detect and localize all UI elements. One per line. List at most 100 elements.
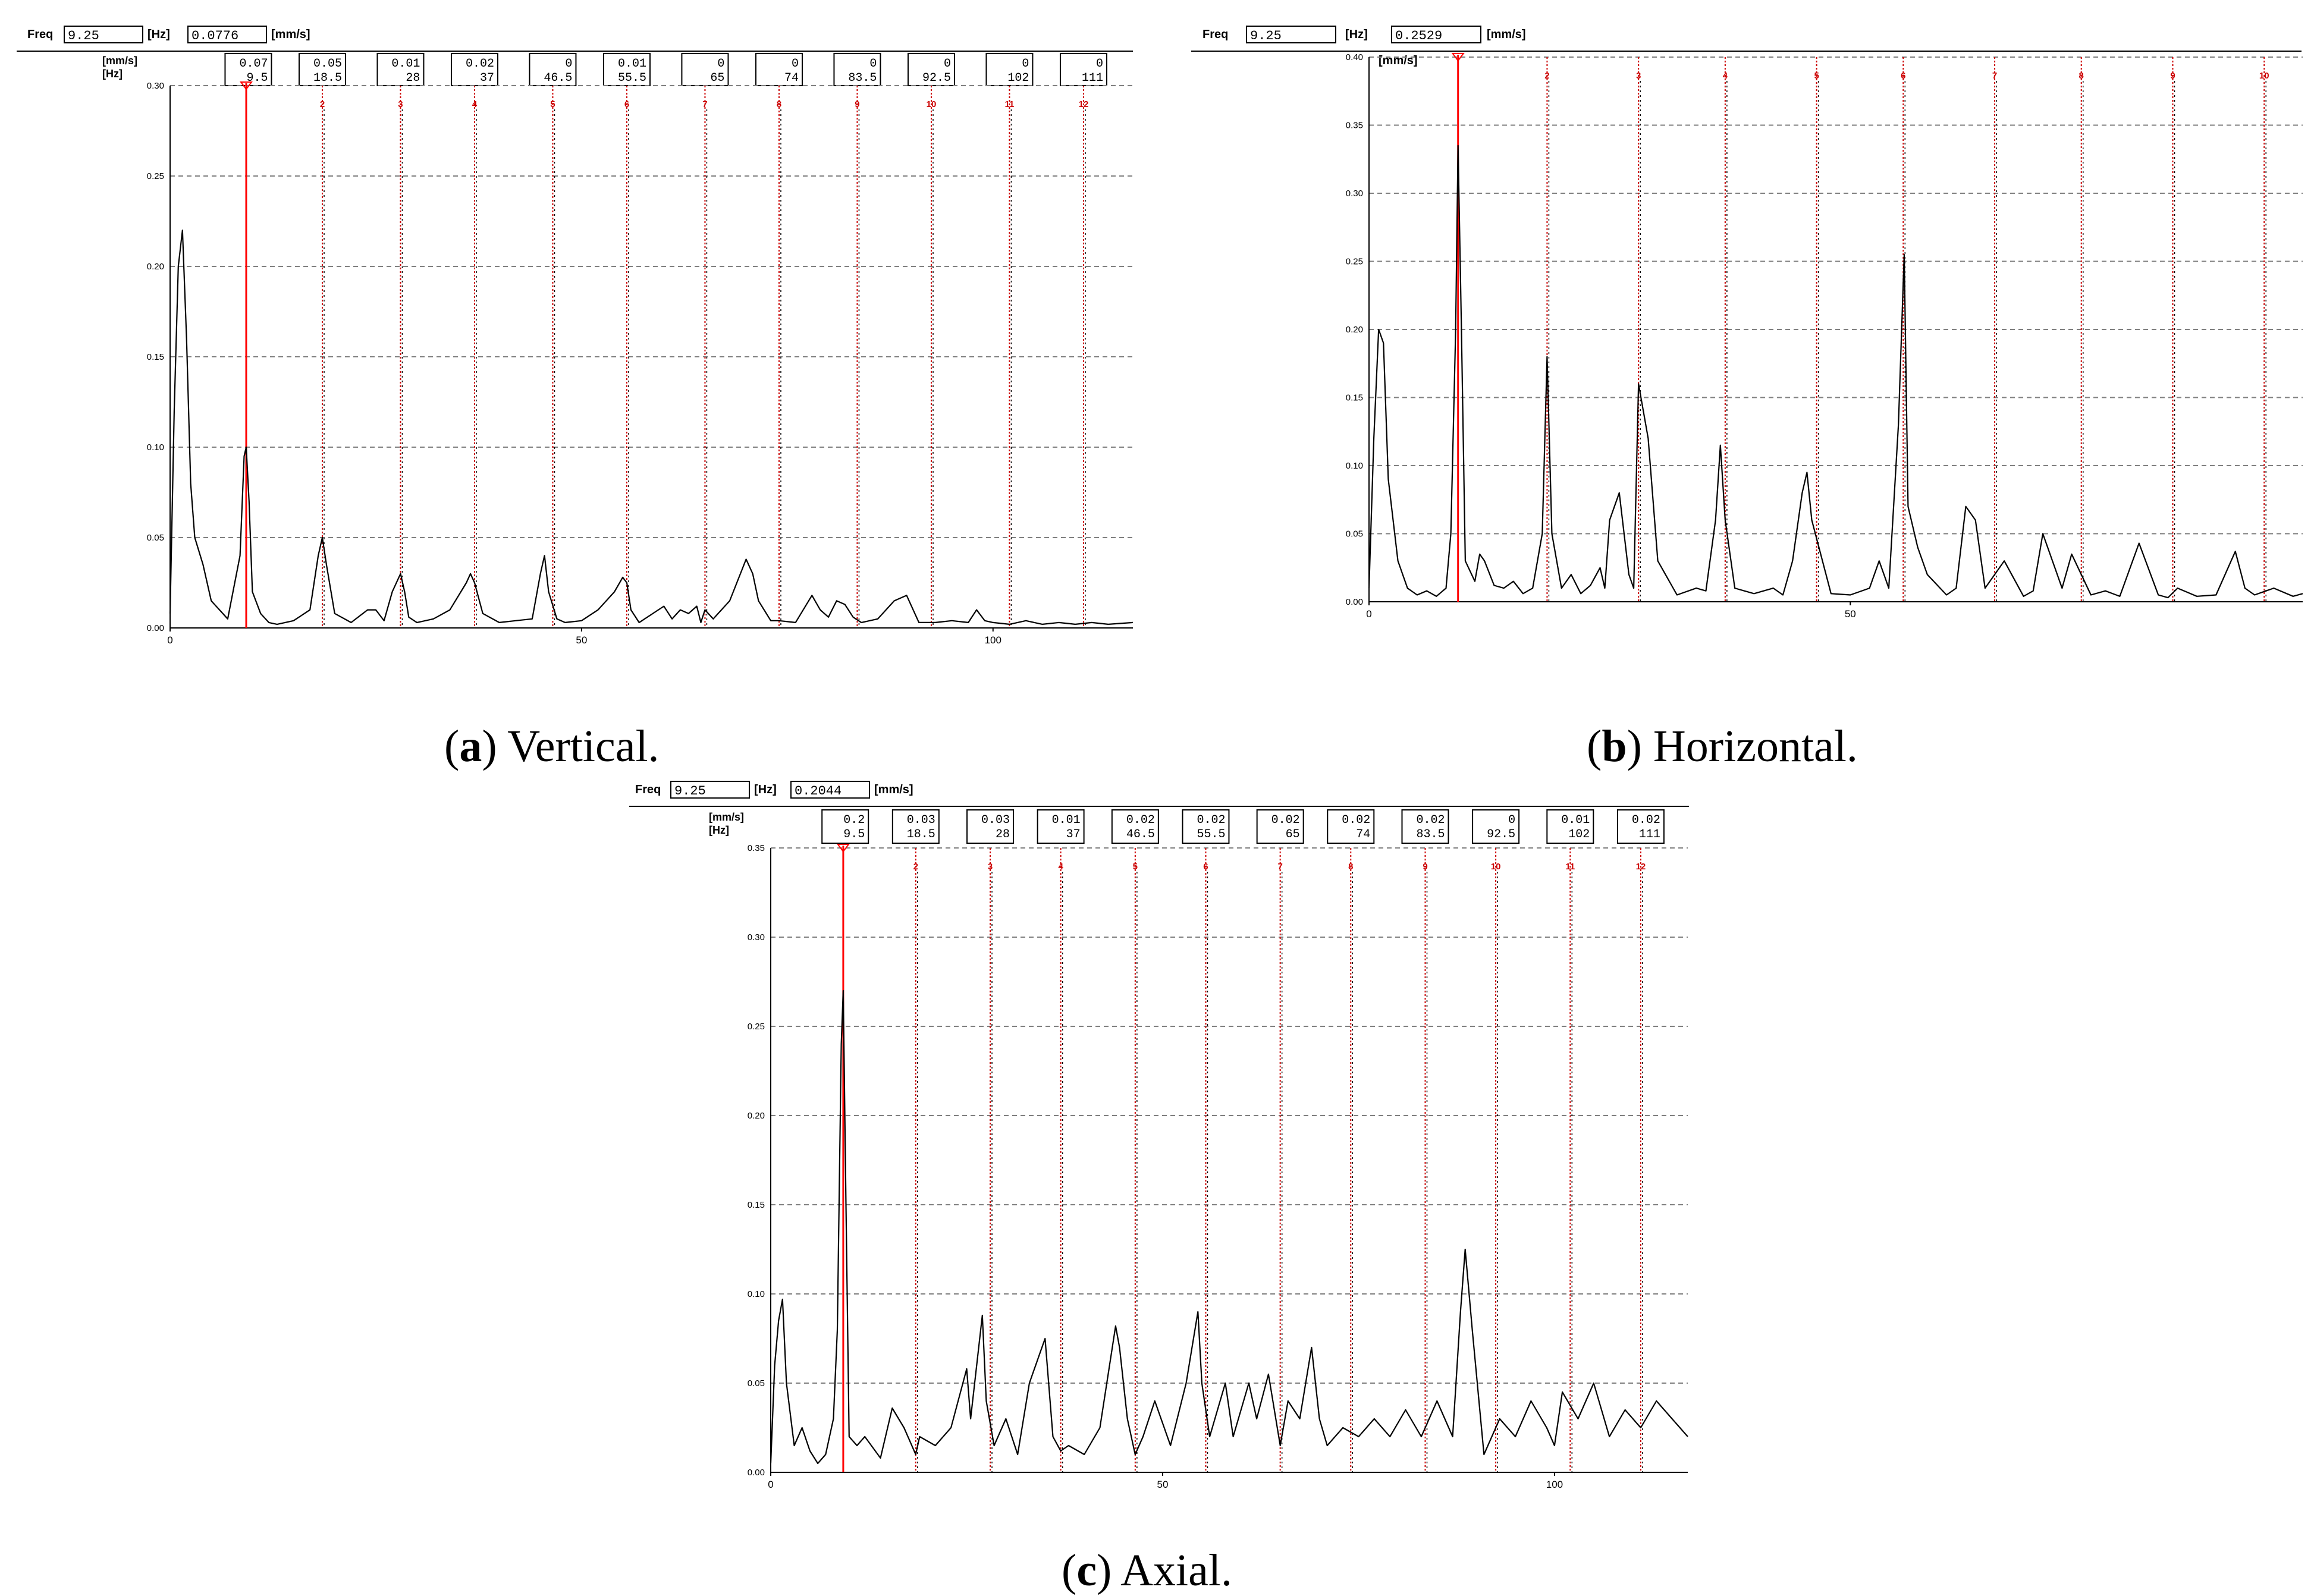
harmonic-frequency: 74	[1356, 828, 1370, 841]
x-tick-label: 50	[576, 634, 587, 646]
harmonic-label: 2	[320, 99, 325, 109]
panel-vertical: Freq 9.25 [Hz] 0.0776 [mm/s] [mm/s] [Hz]…	[17, 26, 1134, 771]
amplitude-field[interactable]	[187, 26, 267, 43]
harmonic-amplitude: 0	[944, 57, 951, 71]
caption-letter: a	[459, 721, 482, 771]
freq-value: 9.25	[1250, 29, 1282, 43]
cursor-marker	[239, 81, 253, 90]
harmonic-frequency: 83.5	[848, 71, 877, 85]
amplitude-field[interactable]	[790, 781, 870, 799]
freq-label: Freq	[27, 28, 53, 41]
y-tick-label: 0.15	[1346, 393, 1363, 403]
harmonic-frequency: 55.5	[1197, 828, 1225, 841]
harmonic-amplitude: 0.02	[1632, 813, 1660, 827]
spectrum-plot: 0.00 0.05 0.10 0.15 0.20 0.25 0.30 0.35 0.40 0 50 2…	[1346, 52, 2303, 620]
harmonic-frequency: 83.5	[1416, 828, 1445, 841]
harmonic-label: 7	[1277, 862, 1282, 872]
caption: (a) Vertical.	[444, 721, 660, 771]
freq-field[interactable]	[670, 781, 750, 799]
harmonic-frequency: 111	[1639, 828, 1660, 841]
harmonic-label: 8	[777, 99, 781, 109]
harmonic-marker-box	[1256, 809, 1304, 844]
y-tick-label: 0.30	[147, 81, 164, 91]
harmonic-label: 5	[1814, 71, 1819, 81]
harmonic-amplitude: 0.01	[1052, 813, 1081, 827]
harmonic-amplitude: 0.03	[981, 813, 1010, 827]
freq-field[interactable]	[1246, 26, 1336, 43]
harmonic-label: 4	[1058, 862, 1063, 872]
spectrum-trace	[770, 989, 1688, 1465]
harmonic-label: 4	[1723, 71, 1728, 81]
harmonic-frequency: 28	[996, 828, 1010, 841]
freq-field[interactable]	[64, 26, 143, 43]
y-tick-label: 0.25	[147, 171, 164, 181]
harmonic-marker-box	[1182, 809, 1230, 844]
y-tick-label: 0.05	[748, 1378, 765, 1388]
amplitude-value: 0.0776	[191, 29, 238, 43]
hz-unit-label: [Hz]	[754, 783, 777, 796]
harmonic-marker-box	[833, 53, 881, 86]
harmonic-label: 6	[1203, 862, 1208, 872]
caption: (c) Axial.	[1062, 1545, 1232, 1595]
amplitude-field[interactable]	[1391, 26, 1481, 43]
y-tick-label: 0.25	[748, 1022, 765, 1032]
harmonic-label: 8	[1348, 862, 1353, 872]
harmonic-marker-box	[1111, 809, 1159, 844]
harmonic-label: 6	[624, 99, 629, 109]
x-tick-label: 0	[1366, 608, 1371, 620]
harmonic-marker-box	[1546, 809, 1594, 844]
harmonic-amplitude: 0.02	[466, 57, 494, 71]
y-tick-label: 0.10	[1346, 461, 1363, 471]
harmonic-marker-box	[907, 53, 955, 86]
harmonic-marker-box	[1037, 809, 1085, 844]
panel-horizontal: Freq 9.25 [Hz] 0.2529 [mm/s] [mm/s] 0.00…	[1191, 26, 2303, 771]
y-tick-label: 0.10	[147, 442, 164, 453]
y-tick-label: 0.00	[1346, 597, 1363, 607]
harmonic-marker-box	[1472, 809, 1520, 844]
harmonic-marker-box	[376, 53, 425, 86]
cursor-readout: Freq 9.25 [Hz] 0.2529 [mm/s]	[1202, 26, 1526, 43]
harmonic-label: 5	[550, 99, 555, 109]
x-unit-label: [Hz]	[102, 68, 123, 80]
harmonic-frequency: 46.5	[1126, 828, 1155, 841]
freq-value: 9.25	[68, 29, 99, 43]
caption-letter: b	[1602, 721, 1627, 771]
harmonic-marker-box	[1616, 809, 1665, 844]
y-tick-label: 0.05	[1346, 529, 1363, 539]
panel-axial: Freq 9.25 [Hz] 0.2044 [mm/s] [mm/s] [Hz]…	[629, 781, 1689, 1595]
harmonic-amplitude: 0	[792, 57, 799, 71]
y-unit-label: [mm/s]	[1379, 54, 1418, 67]
harmonic-label: 10	[1491, 862, 1501, 872]
harmonic-label: 3	[988, 862, 993, 872]
harmonic-amplitude: 0.02	[1197, 813, 1225, 827]
harmonic-label: 11	[1565, 862, 1575, 872]
harmonic-amplitude: 0.03	[907, 813, 935, 827]
caption-text: ) Axial.	[1097, 1545, 1232, 1595]
harmonic-amplitude: 0.07	[239, 57, 268, 71]
y-tick-label: 0.30	[1346, 188, 1363, 199]
y-tick-label: 0.15	[147, 352, 164, 362]
harmonic-label: 5	[1133, 862, 1138, 872]
y-unit-label: [mm/s]	[709, 811, 744, 823]
mms-unit-label: [mm/s]	[874, 783, 913, 796]
harmonic-amplitude: 0	[1508, 813, 1515, 827]
caption-text: ) Horizontal.	[1627, 721, 1858, 771]
y-tick-label: 0.00	[147, 623, 164, 633]
harmonic-amplitude: 0.01	[391, 57, 420, 71]
y-tick-label: 0.20	[147, 262, 164, 272]
harmonic-marker-box	[681, 53, 729, 86]
harmonic-marker-box	[966, 809, 1015, 844]
harmonic-label: 9	[1423, 862, 1427, 872]
harmonic-marker-box	[450, 53, 498, 86]
caption-text: ) Vertical.	[482, 721, 659, 771]
harmonic-marker-boxes: 0.29.50.0318.50.03280.01370.0246.50.0255…	[821, 809, 1665, 844]
x-tick-label: 50	[1845, 608, 1856, 620]
spectrum-plot: 0.00 0.05 0.10 0.15 0.20 0.25 0.30 0.35 0 50 100 2 3…	[748, 843, 1688, 1490]
harmonic-frequency: 92.5	[922, 71, 951, 85]
harmonic-amplitude: 0.05	[313, 57, 342, 71]
harmonic-amplitude: 0	[565, 57, 572, 71]
harmonic-label: 2	[913, 862, 918, 872]
harmonic-label: 3	[1636, 71, 1641, 81]
harmonic-marker-box	[1401, 809, 1449, 844]
mms-unit-label: [mm/s]	[1487, 28, 1526, 41]
